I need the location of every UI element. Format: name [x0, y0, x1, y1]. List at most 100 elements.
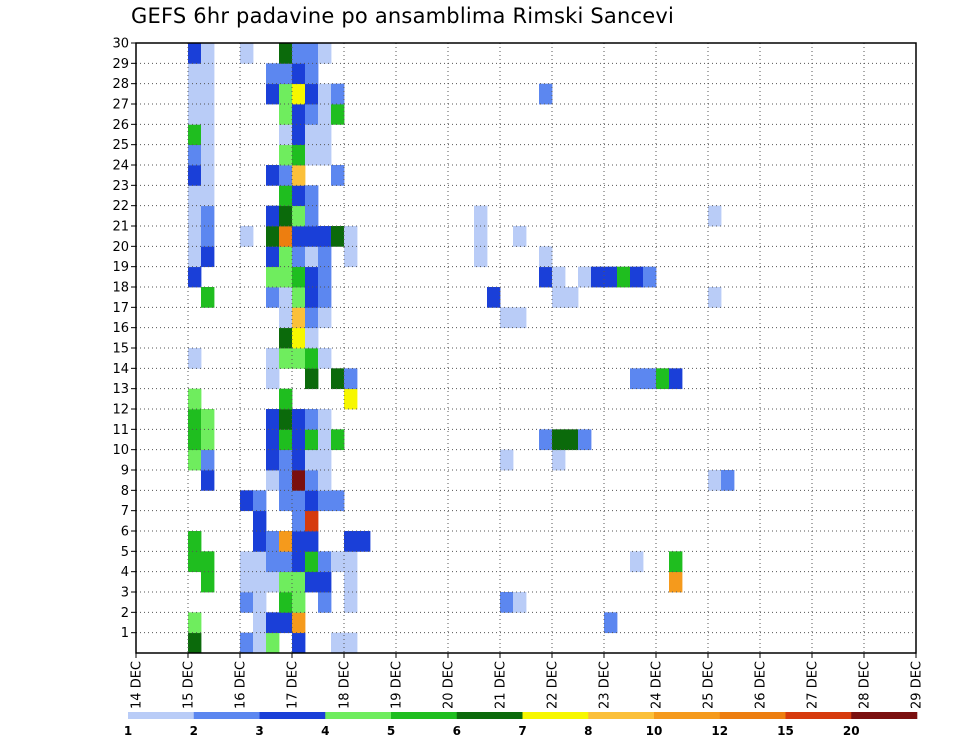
data-cell [240, 551, 254, 573]
data-cell [318, 104, 332, 125]
data-cell [552, 266, 566, 288]
data-cell [513, 226, 527, 247]
data-cell [201, 205, 215, 227]
data-cell [344, 531, 358, 552]
data-cell [669, 571, 683, 593]
colorbar-label: 3 [255, 724, 263, 738]
data-cell [708, 287, 722, 308]
data-cell [279, 571, 293, 593]
data-cell [292, 409, 306, 430]
data-cell [305, 205, 319, 227]
y-tick-label: 25 [112, 138, 129, 153]
data-cell [240, 571, 254, 593]
data-cell [331, 490, 345, 512]
colorbar-label: 5 [387, 724, 395, 738]
data-cell [266, 266, 280, 288]
data-cell [201, 409, 215, 430]
data-cell [201, 449, 215, 471]
data-cell [344, 388, 358, 410]
data-cell [279, 551, 293, 573]
grid-layer [136, 42, 916, 653]
data-cell [513, 307, 527, 329]
y-tick-label: 26 [112, 118, 129, 133]
data-cell [305, 409, 319, 430]
data-cell [201, 83, 215, 105]
colorbar-segment [456, 712, 523, 719]
data-cell [188, 185, 202, 207]
data-cell [279, 449, 293, 471]
data-cell [305, 449, 319, 471]
data-cell [552, 449, 566, 471]
data-cell [292, 510, 306, 532]
data-cell [357, 531, 371, 552]
data-cell [279, 531, 293, 552]
data-cell [617, 266, 631, 288]
data-cell [279, 124, 293, 146]
x-tick-label: 20 DEC [442, 661, 457, 709]
data-cell [188, 144, 202, 166]
data-cell [630, 368, 644, 390]
data-cell [266, 449, 280, 471]
data-cell [500, 449, 514, 471]
data-cell [721, 470, 735, 491]
data-cell [279, 327, 293, 349]
x-tick-label: 25 DEC [702, 661, 717, 709]
data-cell [318, 83, 332, 105]
colorbar-label: 7 [518, 724, 526, 738]
data-cell [188, 266, 202, 288]
data-cell [474, 226, 488, 247]
colorbar-segment [851, 712, 918, 719]
data-cell [318, 226, 332, 247]
data-cell [578, 266, 592, 288]
data-cell [318, 43, 332, 64]
data-cell [318, 124, 332, 146]
data-cell [188, 612, 202, 634]
data-cell [630, 551, 644, 573]
y-tick-label: 27 [112, 98, 129, 113]
data-cell [305, 348, 319, 369]
data-cell [279, 266, 293, 288]
data-cell [253, 490, 267, 512]
data-cell [279, 348, 293, 369]
data-cell [266, 165, 280, 186]
data-cell [305, 185, 319, 207]
data-cell [188, 165, 202, 186]
data-cell [266, 226, 280, 247]
data-cell [318, 490, 332, 512]
data-cell [292, 144, 306, 166]
data-cell [344, 368, 358, 390]
chart-title: GEFS 6hr padavine po ansamblima Rimski S… [131, 4, 675, 28]
data-cell [266, 205, 280, 227]
colorbar-segment [588, 712, 655, 719]
data-cell [305, 571, 319, 593]
colorbar-segment [325, 712, 392, 719]
data-cell [305, 144, 319, 166]
data-cell [292, 571, 306, 593]
x-tick-label: 18 DEC [338, 661, 353, 709]
colorbar-label: 4 [321, 724, 329, 738]
data-cell [292, 246, 306, 268]
data-cell [240, 490, 254, 512]
colorbar-segment [128, 712, 195, 719]
y-tick-label: 10 [112, 443, 129, 458]
colorbar-segment [522, 712, 589, 719]
data-cell [279, 104, 293, 125]
data-cell [565, 429, 579, 451]
data-cell [344, 632, 358, 654]
y-tick-label: 12 [112, 403, 129, 418]
data-cell [292, 165, 306, 186]
data-cell [305, 266, 319, 288]
data-cell [266, 632, 280, 654]
data-cell [201, 287, 215, 308]
colorbar: 1 2 3 4 5 6 7 8 10 12 15 20 [124, 712, 918, 738]
data-cell [305, 287, 319, 308]
data-cell [266, 63, 280, 85]
x-tick-label: 17 DEC [286, 661, 301, 709]
data-cell [188, 449, 202, 471]
x-tick-label: 15 DEC [182, 661, 197, 709]
data-cell [266, 409, 280, 430]
data-cell [305, 490, 319, 512]
data-cell [344, 592, 358, 613]
data-cell [305, 104, 319, 125]
y-tick-label: 9 [121, 464, 129, 479]
